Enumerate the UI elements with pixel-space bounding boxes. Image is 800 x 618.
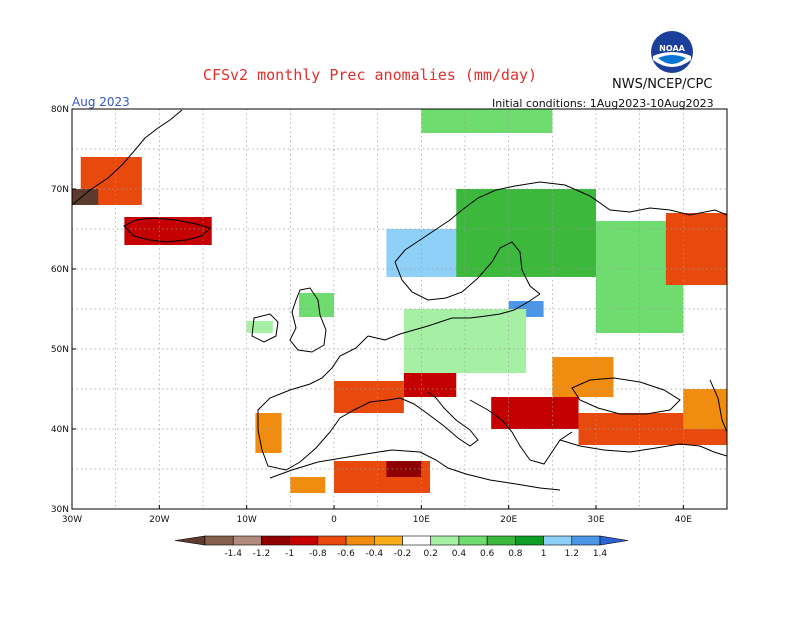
lon-tick-label: 10E — [413, 515, 430, 525]
colorbar-label: -1.4 — [224, 549, 242, 559]
colorbar-box — [232, 535, 262, 546]
colorbar-arrow-left — [174, 535, 206, 546]
colorbar-label: 0.8 — [508, 549, 523, 559]
axis-ticks: 30W 20W 10W 0 10E 20E 30E 40E 30N 40N 50N 60N 70N 80N — [51, 105, 692, 525]
lat-tick-label: 60N — [51, 265, 69, 275]
lon-tick-label: 20E — [500, 515, 517, 525]
colorbar-arrow-right — [599, 535, 629, 546]
org-label: NWS/NCEP/CPC — [612, 77, 713, 92]
lon-tick-label: 30W — [62, 515, 82, 525]
lon-tick-label: 30E — [587, 515, 604, 525]
lat-tick-label: 50N — [51, 345, 69, 355]
anomaly-region — [456, 189, 596, 277]
colorbar-label: 0.4 — [452, 549, 467, 559]
colorbar-label: 0.2 — [424, 549, 438, 559]
anomaly-region — [255, 413, 282, 453]
anomaly-region — [72, 189, 99, 205]
lon-tick-label: 10W — [236, 515, 256, 525]
colorbar-box — [430, 535, 460, 546]
colorbar-label: 1.4 — [593, 549, 608, 559]
anomaly-region — [290, 477, 326, 493]
colorbar-box — [486, 535, 516, 546]
anomaly-region — [386, 461, 422, 477]
anomaly-region — [421, 109, 553, 133]
coastlines — [72, 109, 727, 491]
lat-tick-label: 80N — [51, 105, 69, 115]
colorbar-box — [402, 535, 432, 546]
anomaly-region — [246, 321, 273, 333]
colorbar-box — [543, 535, 573, 546]
noaa-logo-icon: NOAA — [651, 31, 693, 73]
colorbar-box — [317, 535, 347, 546]
anomaly-region — [552, 357, 614, 397]
colorbar-label: -1 — [285, 549, 294, 559]
lat-tick-label: 70N — [51, 185, 69, 195]
lon-tick-label: 0 — [331, 515, 337, 525]
colorbar-box — [571, 535, 601, 546]
anomaly-region — [299, 293, 334, 317]
colorbar-label: 1 — [541, 549, 547, 559]
colorbar-box — [289, 535, 319, 546]
anomaly-region — [403, 309, 527, 373]
anomaly-region — [491, 397, 579, 429]
colorbar-box — [204, 535, 234, 546]
colorbar-label: -0.2 — [394, 549, 412, 559]
month-label: Aug 2023 — [72, 95, 130, 109]
anomaly-region — [665, 213, 727, 285]
plot-frame — [71, 108, 728, 510]
lat-tick-label: 40N — [51, 425, 69, 435]
colorbar-label: 0.6 — [480, 549, 495, 559]
lon-tick-label: 40E — [675, 515, 692, 525]
lon-tick-label: 20W — [149, 515, 169, 525]
colorbar-label: -0.6 — [337, 549, 355, 559]
colorbar-label: -0.8 — [309, 549, 327, 559]
logo-text: NOAA — [659, 44, 685, 53]
colorbar-box — [345, 535, 375, 546]
lat-tick-label: 30N — [51, 505, 69, 515]
chart-title: CFSv2 monthly Prec anomalies (mm/day) — [202, 66, 538, 84]
initial-conditions-label: Initial conditions: 1Aug2023-10Aug2023 — [492, 97, 714, 110]
colorbar-label: -1.2 — [253, 549, 271, 559]
colorbar-label: 1.2 — [565, 549, 579, 559]
anomaly-region — [334, 381, 404, 413]
colorbar-box — [458, 535, 488, 546]
colorbar: -1.4 -1.2 -1 -0.8 -0.6 -0.4 -0.2 0.2 0.4 0.6 0.8 1 1… — [174, 535, 629, 559]
anomaly-region — [124, 217, 212, 245]
colorbar-box — [373, 535, 403, 546]
anomaly-layer — [72, 109, 727, 493]
colorbar-box — [261, 535, 290, 546]
colorbar-box — [515, 535, 544, 546]
colorbar-label: -0.4 — [366, 549, 384, 559]
